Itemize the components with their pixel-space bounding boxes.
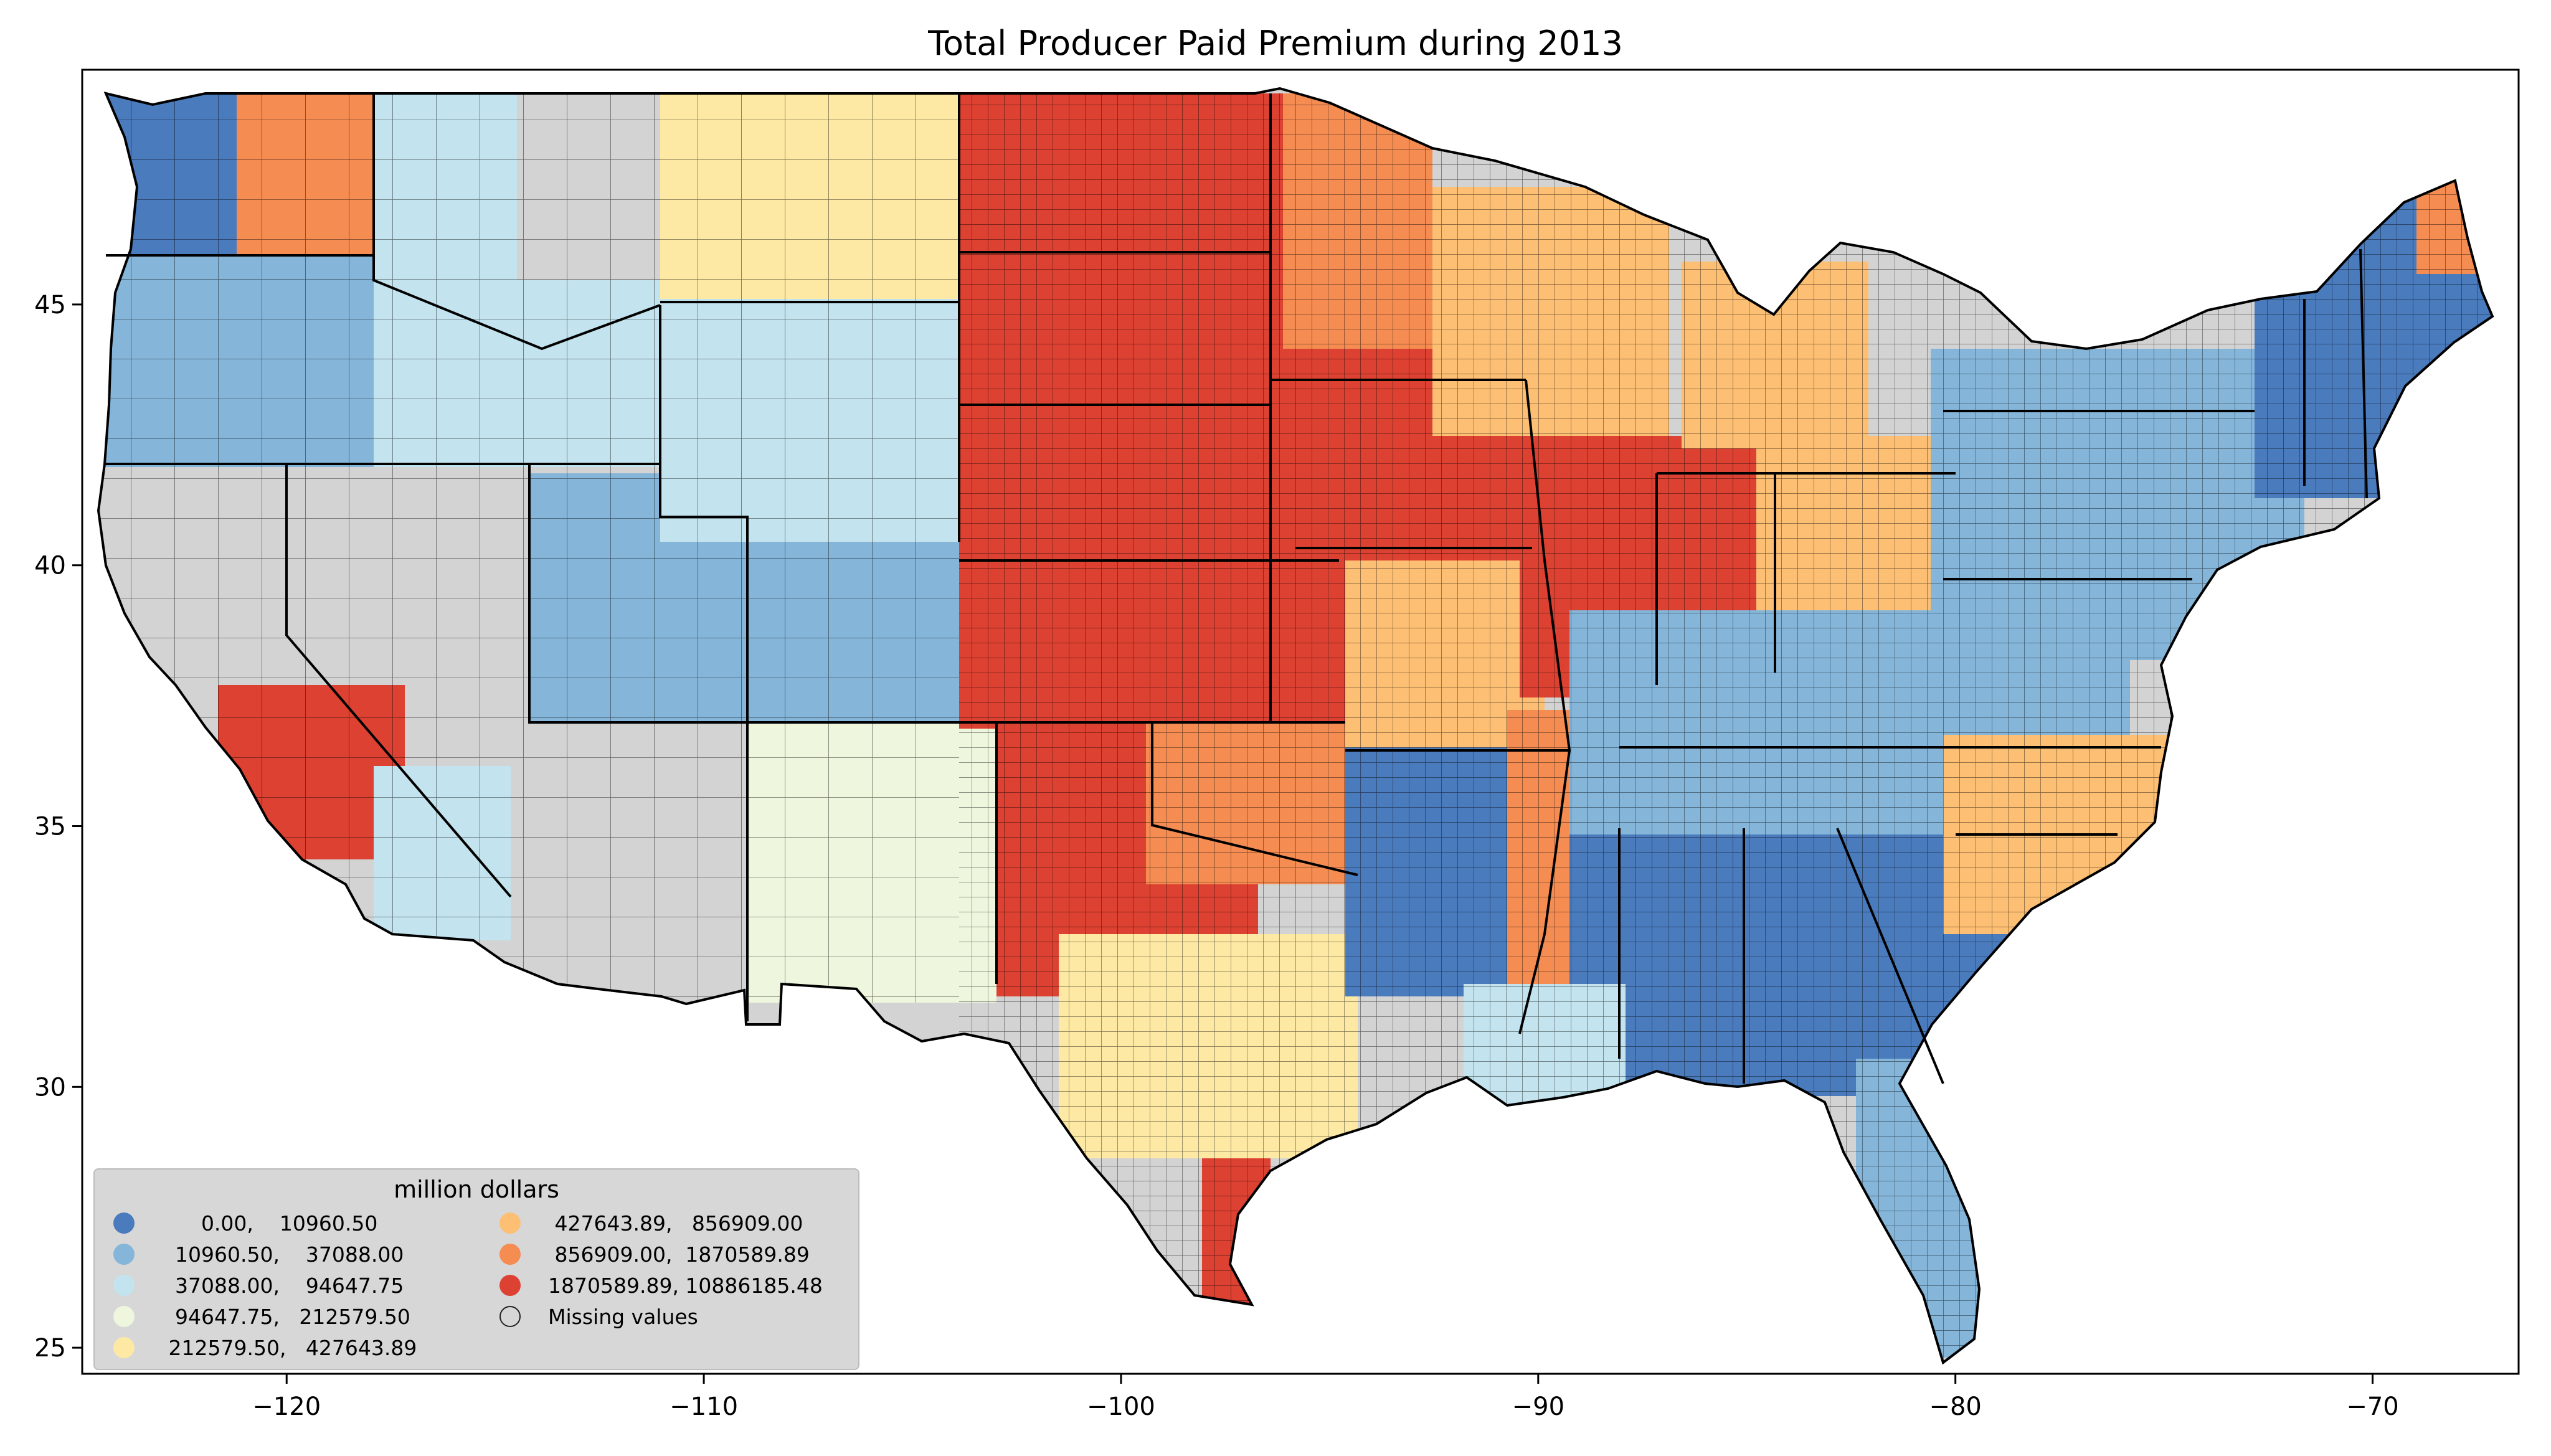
legend-item-3: 37088.00, 94647.75	[113, 1272, 404, 1299]
state-line-nv-ca	[285, 464, 512, 898]
legend-label: 94647.75, 212579.50	[162, 1304, 410, 1329]
state-line-oh	[1657, 472, 1956, 673]
y-tick-label: 40	[34, 552, 66, 580]
legend-missing-icon	[499, 1306, 521, 1327]
state-line-tx-ok	[995, 722, 1358, 984]
legend-label: 1870589.89, 10886185.48	[548, 1273, 823, 1298]
state-line-pa-ny	[1943, 410, 2255, 580]
legend-item-4: 94647.75, 212579.50	[113, 1303, 410, 1330]
state-line-mississippi	[1518, 379, 1571, 1034]
state-line-mn-ia	[1269, 93, 1526, 722]
state-line-ut-az	[528, 464, 996, 724]
state-line-wy-ut	[659, 305, 749, 722]
x-tick-label: −110	[670, 1392, 738, 1421]
y-axis: 45 40 35 30 25	[34, 291, 82, 1363]
x-tick-label: −80	[1929, 1392, 1981, 1421]
legend-label: Missing values	[548, 1304, 698, 1329]
x-tick-label: −120	[252, 1392, 321, 1421]
legend-item-8: 1870589.89, 10886185.48	[499, 1272, 823, 1299]
legend-item-5: 212579.50, 427643.89	[113, 1334, 417, 1361]
legend-label: 0.00, 10960.50	[162, 1211, 378, 1236]
y-tick-label: 35	[34, 813, 66, 841]
legend-item-2: 10960.50, 37088.00	[113, 1241, 404, 1268]
x-tick-label: −90	[1512, 1392, 1564, 1421]
x-axis: −120 −110 −100 −90 −80 −70	[252, 1374, 2399, 1421]
legend-label: 427643.89, 856909.00	[548, 1211, 803, 1236]
legend: million dollars 0.00, 10960.50 10960.50,…	[93, 1168, 859, 1370]
legend-dot-icon	[113, 1244, 135, 1265]
legend-dot-icon	[499, 1275, 521, 1296]
legend-item-6: 427643.89, 856909.00	[499, 1209, 803, 1237]
legend-item-7: 856909.00, 1870589.89	[499, 1241, 810, 1268]
x-tick-label: −70	[2346, 1392, 2398, 1421]
legend-label: 856909.00, 1870589.89	[548, 1242, 810, 1267]
legend-dot-icon	[499, 1213, 521, 1234]
legend-label: 10960.50, 37088.00	[162, 1242, 404, 1267]
state-line-new-england	[2303, 248, 2368, 499]
x-tick-label: −100	[1087, 1392, 1155, 1421]
legend-label: 212579.50, 427643.89	[162, 1335, 417, 1360]
y-tick-label: 45	[34, 291, 66, 319]
plot-frame	[81, 69, 2520, 1375]
legend-item-1: 0.00, 10960.50	[113, 1209, 377, 1237]
y-tick-label: 30	[34, 1073, 66, 1102]
y-tick-label: 25	[34, 1334, 66, 1363]
page-title: Total Producer Paid Premium during 2013	[928, 24, 1623, 63]
legend-dot-icon	[113, 1213, 135, 1234]
state-line-id-mt	[372, 93, 661, 351]
us-outline	[97, 87, 2494, 1365]
legend-dot-icon	[499, 1244, 521, 1265]
state-borders	[106, 93, 2368, 1084]
state-line-ms-al-ga	[1618, 828, 1944, 1084]
legend-item-missing: Missing values	[499, 1303, 698, 1330]
region-west-grid	[98, 93, 959, 1003]
legend-dot-icon	[113, 1306, 135, 1327]
legend-title: million dollars	[394, 1176, 559, 1203]
legend-dot-icon	[113, 1275, 135, 1296]
state-line-va-nc	[1956, 746, 2161, 836]
region-dense-grid	[959, 93, 2492, 1363]
legend-dot-icon	[113, 1337, 135, 1358]
legend-label: 37088.00, 94647.75	[162, 1273, 404, 1298]
